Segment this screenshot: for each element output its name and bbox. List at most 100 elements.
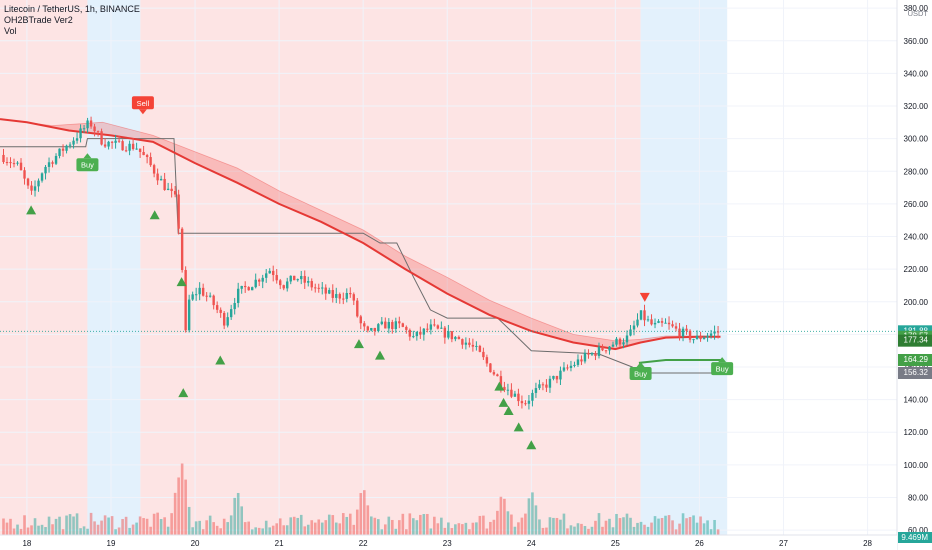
symbol-title[interactable]: Litecoin / TetherUS, 1h, BINANCE: [4, 4, 140, 14]
candle-body: [660, 321, 664, 323]
volume-bar: [482, 515, 485, 535]
candle-body: [30, 185, 33, 191]
grid: [0, 0, 897, 535]
volume-bar: [506, 511, 510, 535]
candle-body: [272, 270, 275, 276]
volume-bar: [285, 525, 289, 535]
volume-bar: [86, 528, 89, 535]
arrow-up-icon: [178, 388, 189, 398]
candle-body: [194, 294, 198, 296]
volume-name[interactable]: Vol: [4, 26, 17, 36]
volume-bar: [436, 523, 440, 535]
volume-bar: [2, 518, 5, 535]
time-axis[interactable]: 18 19 20 21 22 23 24 25 26 27 28: [0, 534, 897, 550]
signal-pointer: [718, 357, 727, 363]
volume-bar: [310, 520, 314, 535]
volume-bar: [618, 518, 622, 535]
volume-bar: [215, 525, 219, 535]
candle-body: [457, 336, 461, 340]
volume-bar: [138, 516, 142, 535]
volume-bar: [93, 521, 96, 535]
candle-body: [702, 337, 706, 340]
volume-bar: [135, 522, 138, 535]
level-badge-3-box: [898, 353, 932, 366]
volume-bar: [380, 529, 384, 535]
candle-body: [513, 393, 517, 397]
volume-bar: [716, 529, 720, 535]
candle-body: [296, 279, 299, 281]
candle-body: [289, 275, 292, 282]
signal-buy-label: Buy: [629, 361, 652, 380]
volume-bar: [359, 493, 363, 535]
candle-body: [713, 331, 716, 334]
volume-bar: [492, 519, 496, 535]
candle-body: [2, 154, 5, 163]
candle-body: [37, 180, 40, 187]
volume-bar: [671, 520, 674, 535]
candle-body: [131, 143, 135, 150]
candle-body: [331, 290, 334, 298]
candle-body: [261, 277, 264, 282]
candle-body: [61, 148, 65, 151]
volume-bar: [30, 525, 33, 535]
volume-bar: [184, 479, 187, 535]
volume-bar: [440, 517, 443, 535]
volume-bar: [646, 526, 650, 535]
candle-body: [377, 324, 380, 332]
volume-bar: [415, 520, 419, 535]
level-badge-2-text: 177.34: [904, 336, 929, 345]
candle-body: [219, 309, 222, 313]
candle-body: [440, 327, 443, 329]
candle-body: [226, 317, 229, 326]
volume-bar: [299, 514, 303, 535]
level-badge-2-box: [898, 334, 932, 347]
candle-body: [545, 384, 548, 388]
volume-bar: [296, 517, 300, 535]
volume-bar: [496, 510, 499, 535]
volume-bar: [208, 515, 212, 535]
indicator-name[interactable]: OH2BTrade Ver2: [4, 15, 73, 25]
time-tick-label: 25: [611, 539, 620, 548]
volume-bar: [79, 528, 82, 535]
arrow-up-icon: [215, 355, 226, 365]
volume-bar: [569, 525, 573, 535]
volume-bar: [191, 527, 194, 535]
volume-bar: [110, 516, 114, 535]
volume-bar: [545, 527, 548, 535]
signal-box: [711, 362, 734, 376]
candle-body: [265, 273, 268, 278]
volume-bar: [520, 517, 524, 535]
volume-bar: [475, 522, 478, 535]
candle-body: [258, 279, 261, 282]
candle-body: [86, 120, 89, 129]
volume-bar: [394, 528, 398, 535]
candle-body: [240, 285, 243, 289]
candle-body: [173, 191, 177, 195]
volume-bar: [369, 516, 373, 535]
candle-body: [317, 287, 320, 289]
volume-bar: [303, 526, 307, 535]
candle-body: [520, 401, 524, 404]
candle-body: [117, 140, 121, 142]
volume-bar: [387, 516, 391, 535]
volume-bar: [268, 527, 272, 535]
volume-bar: [657, 518, 660, 535]
volume-bar: [219, 528, 222, 535]
candle-body: [100, 131, 103, 145]
volume-bar: [271, 525, 275, 535]
arrow-down-icon: [639, 292, 650, 302]
candle-body: [187, 299, 191, 331]
volume-bar: [226, 522, 229, 535]
candle-body: [608, 346, 611, 351]
volume-bar: [597, 513, 601, 535]
volume-bar: [559, 519, 562, 535]
volume-bar: [306, 524, 310, 535]
candle-body: [110, 141, 114, 143]
candle-body: [33, 186, 37, 191]
candle-body: [611, 344, 615, 347]
volume-bar: [37, 525, 40, 535]
candle-body: [405, 326, 408, 330]
candle-body: [576, 359, 580, 365]
